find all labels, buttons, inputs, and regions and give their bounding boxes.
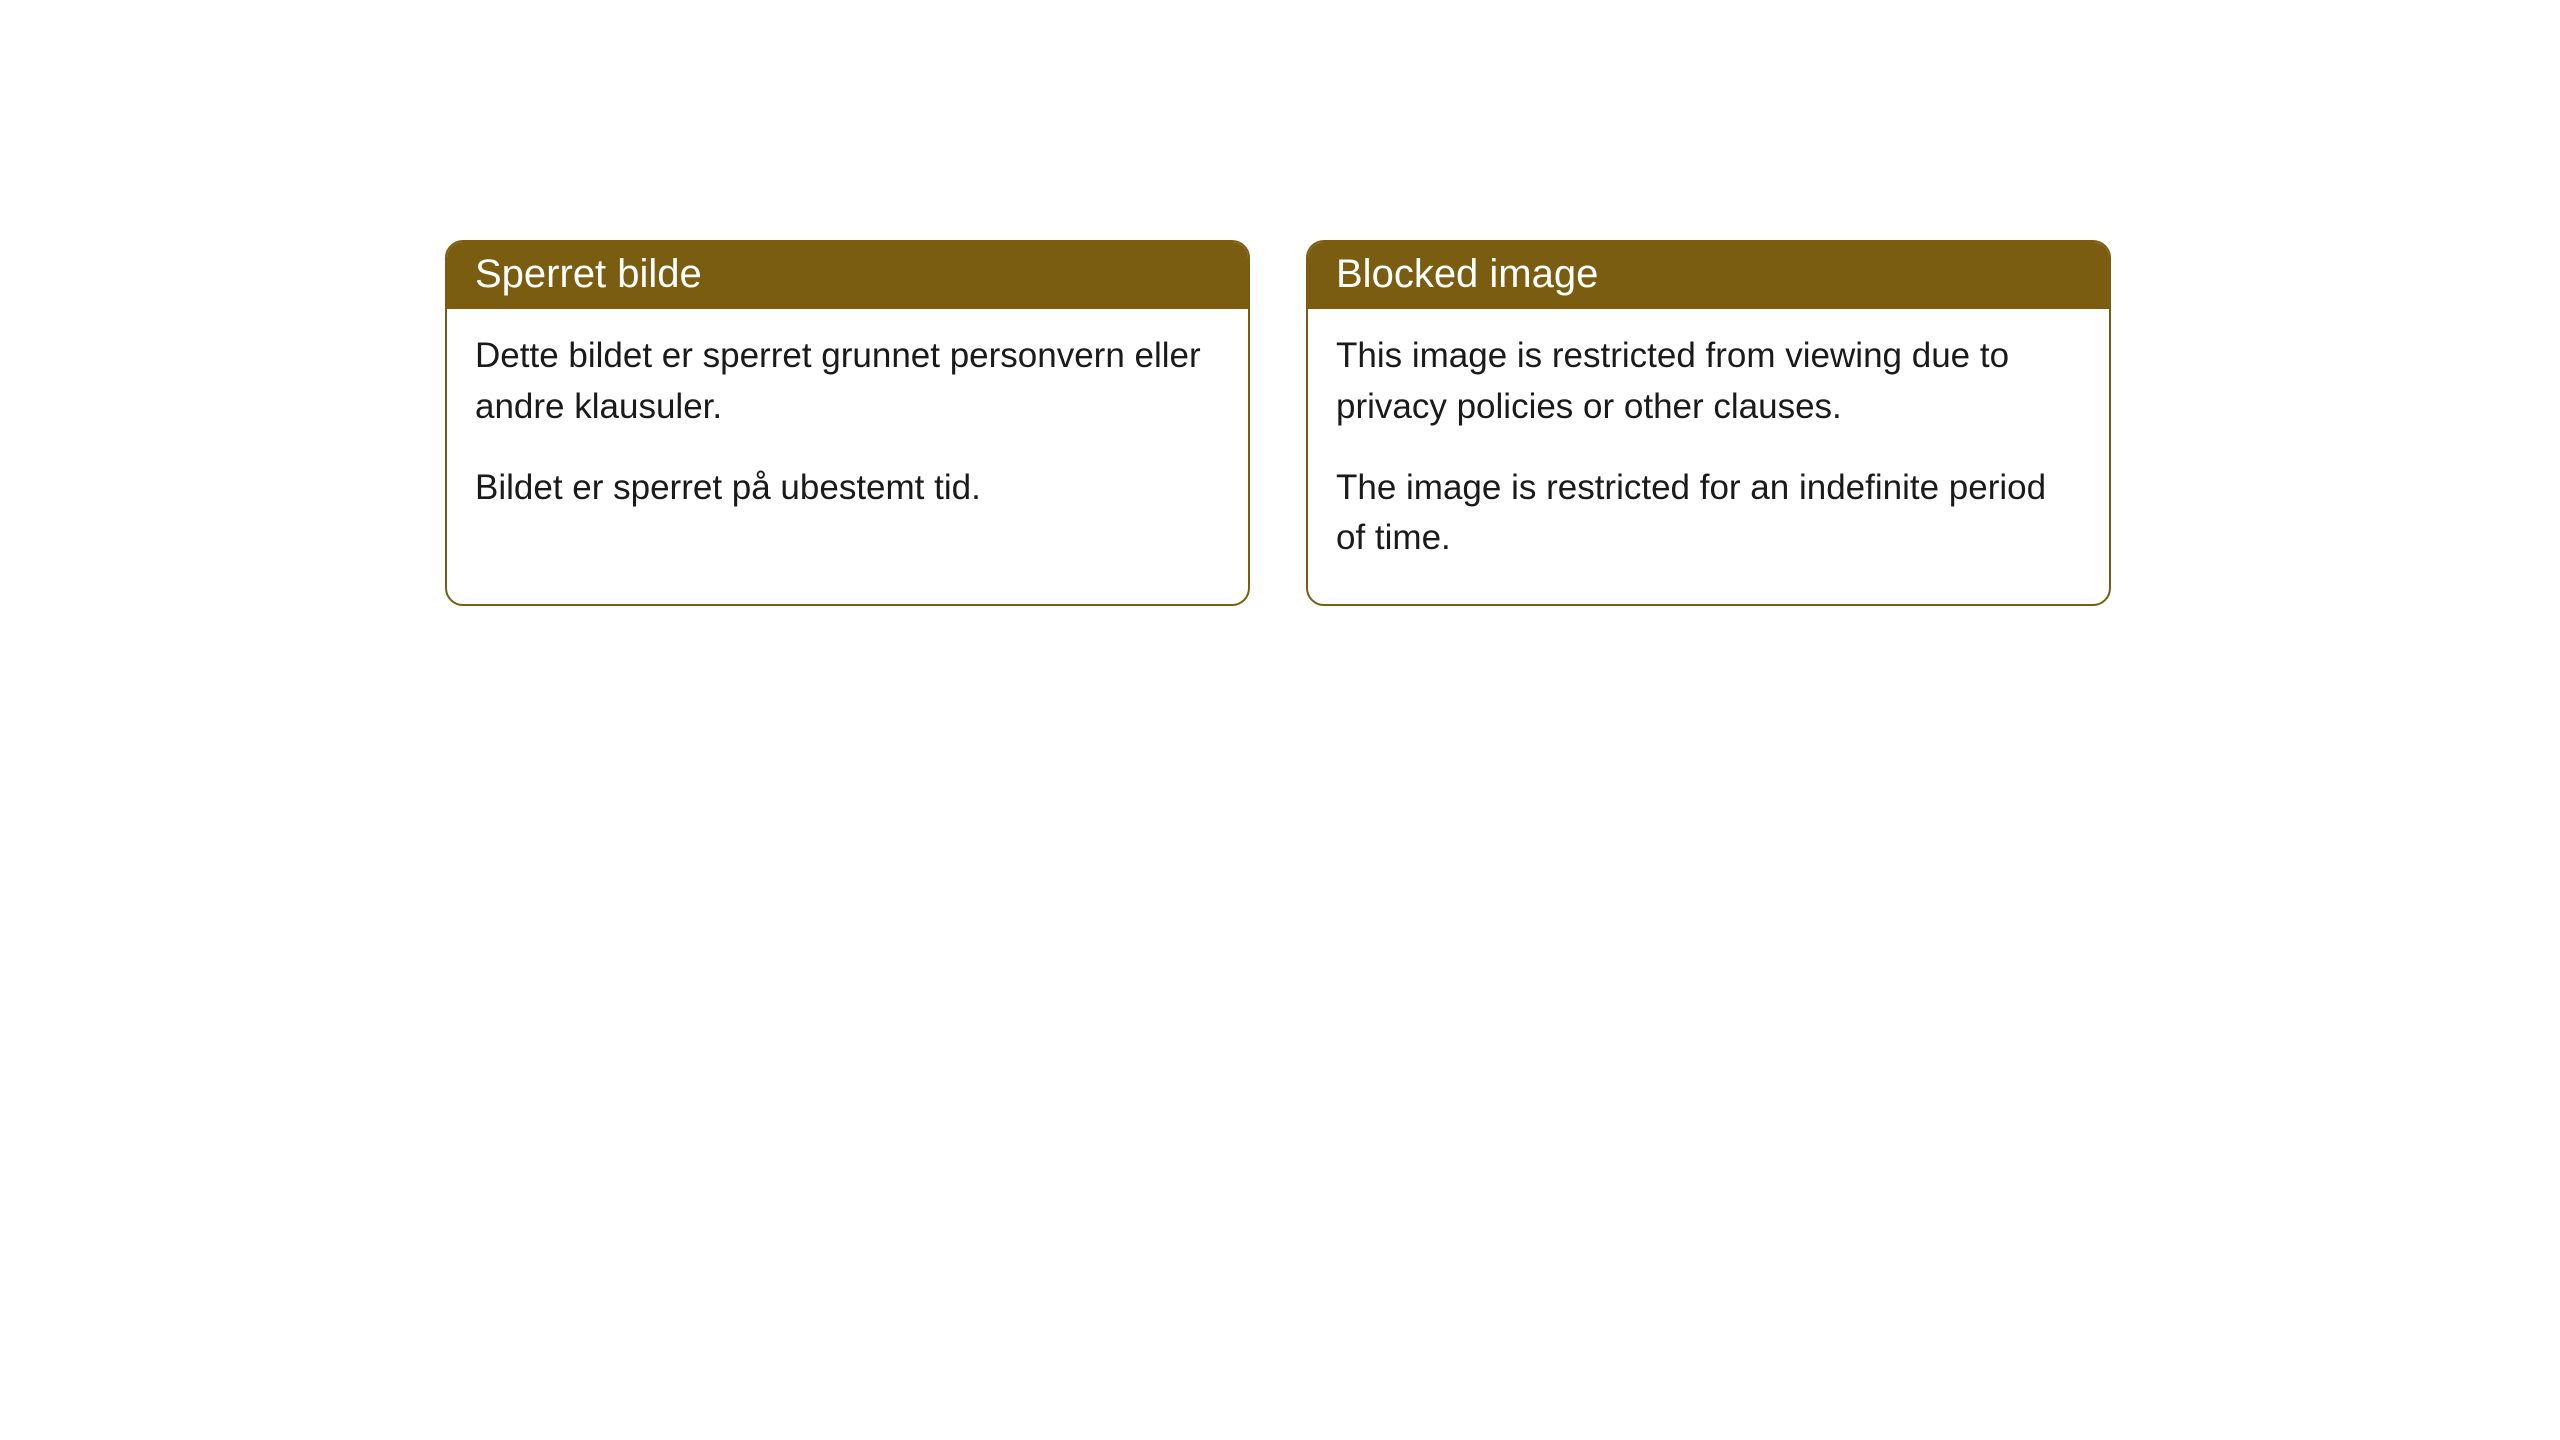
card-paragraph: Dette bildet er sperret grunnet personve…	[475, 331, 1220, 433]
card-english: Blocked image This image is restricted f…	[1306, 240, 2111, 606]
cards-container: Sperret bilde Dette bildet er sperret gr…	[445, 240, 2560, 606]
card-header-norwegian: Sperret bilde	[447, 242, 1248, 309]
card-body-english: This image is restricted from viewing du…	[1308, 309, 2109, 604]
card-paragraph: The image is restricted for an indefinit…	[1336, 463, 2081, 565]
card-paragraph: Bildet er sperret på ubestemt tid.	[475, 463, 1220, 514]
card-norwegian: Sperret bilde Dette bildet er sperret gr…	[445, 240, 1250, 606]
card-header-english: Blocked image	[1308, 242, 2109, 309]
card-paragraph: This image is restricted from viewing du…	[1336, 331, 2081, 433]
card-body-norwegian: Dette bildet er sperret grunnet personve…	[447, 309, 1248, 553]
